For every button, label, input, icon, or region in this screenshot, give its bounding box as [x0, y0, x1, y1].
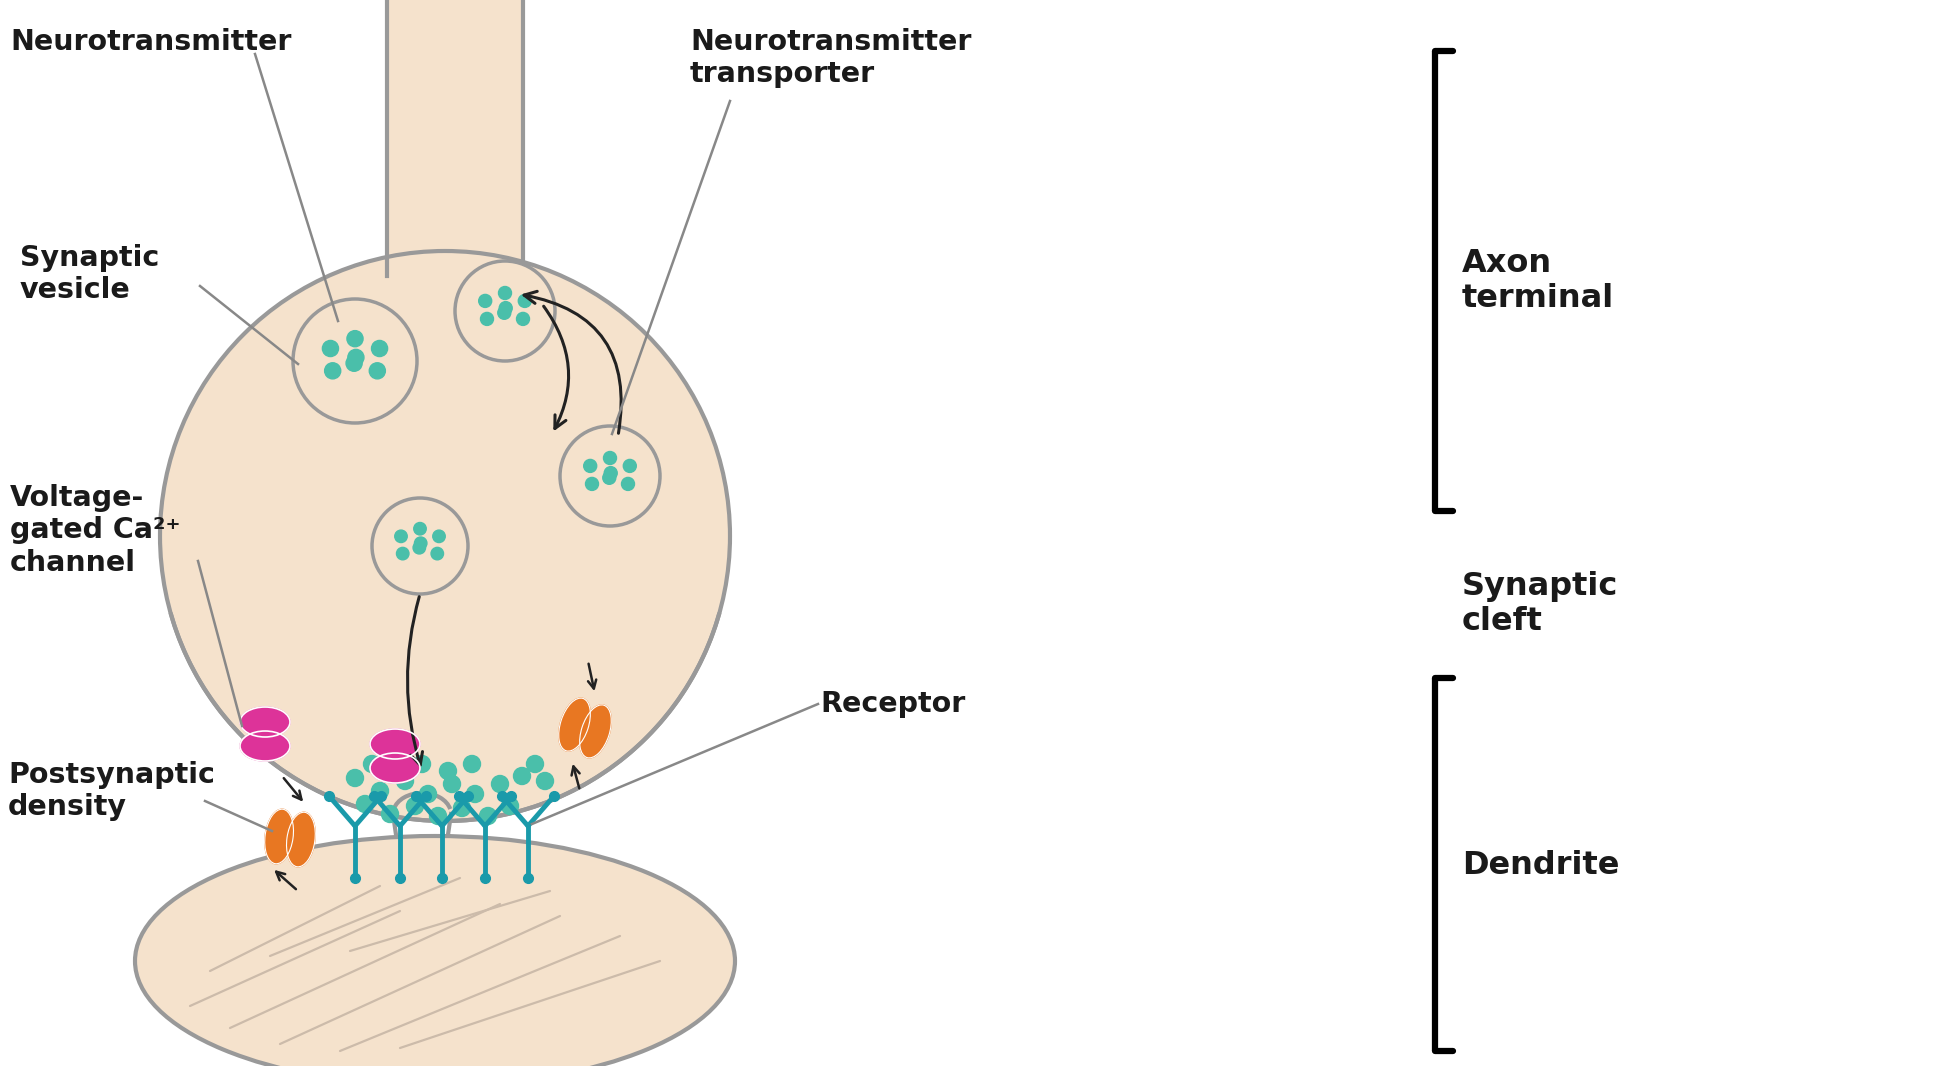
Ellipse shape	[265, 809, 294, 863]
Circle shape	[440, 762, 457, 779]
Ellipse shape	[240, 707, 291, 737]
Circle shape	[389, 762, 407, 779]
Text: Voltage-
gated Ca²⁺
channel: Voltage- gated Ca²⁺ channel	[10, 484, 180, 577]
Circle shape	[478, 294, 492, 307]
Circle shape	[372, 498, 469, 594]
Circle shape	[585, 478, 599, 490]
Circle shape	[397, 547, 409, 560]
Circle shape	[347, 355, 362, 371]
Circle shape	[480, 312, 494, 325]
Circle shape	[372, 340, 387, 356]
Circle shape	[292, 298, 416, 423]
Circle shape	[356, 795, 374, 812]
Circle shape	[537, 773, 554, 790]
Circle shape	[161, 251, 730, 821]
Circle shape	[583, 459, 597, 472]
FancyBboxPatch shape	[387, 0, 523, 276]
Ellipse shape	[370, 729, 420, 759]
Circle shape	[498, 306, 511, 320]
Ellipse shape	[240, 731, 291, 761]
Circle shape	[407, 797, 424, 814]
Circle shape	[444, 775, 461, 792]
Text: Dendrite: Dendrite	[1462, 851, 1619, 882]
Circle shape	[347, 330, 362, 346]
Text: Postsynaptic
density: Postsynaptic density	[8, 761, 215, 822]
Circle shape	[397, 773, 413, 790]
Circle shape	[467, 786, 484, 803]
Circle shape	[420, 786, 436, 803]
Circle shape	[395, 530, 407, 543]
Circle shape	[432, 530, 446, 543]
Circle shape	[500, 302, 511, 314]
Text: Receptor: Receptor	[819, 690, 965, 718]
Circle shape	[325, 362, 341, 378]
Ellipse shape	[370, 753, 420, 784]
Ellipse shape	[287, 812, 316, 867]
Circle shape	[480, 808, 496, 824]
Circle shape	[322, 340, 339, 356]
Circle shape	[370, 362, 385, 378]
Circle shape	[502, 797, 519, 814]
Circle shape	[602, 471, 616, 484]
Circle shape	[430, 808, 447, 824]
Ellipse shape	[136, 836, 734, 1066]
Circle shape	[382, 806, 399, 823]
Circle shape	[527, 756, 544, 773]
Circle shape	[415, 537, 426, 549]
Circle shape	[463, 756, 480, 773]
Text: Axon
terminal: Axon terminal	[1462, 247, 1614, 314]
Text: Synaptic
vesicle: Synaptic vesicle	[19, 244, 159, 305]
Circle shape	[498, 287, 511, 300]
Circle shape	[519, 294, 531, 307]
Circle shape	[624, 459, 635, 472]
Circle shape	[604, 467, 618, 480]
Circle shape	[517, 312, 529, 325]
Circle shape	[413, 542, 426, 554]
Circle shape	[492, 775, 509, 792]
Circle shape	[513, 768, 531, 785]
Circle shape	[453, 800, 471, 817]
Text: Synaptic
cleft: Synaptic cleft	[1462, 570, 1619, 637]
Circle shape	[413, 756, 430, 773]
Circle shape	[432, 547, 444, 560]
Ellipse shape	[558, 698, 591, 752]
Circle shape	[604, 452, 616, 465]
Circle shape	[560, 426, 661, 526]
Text: Neurotransmitter
transporter: Neurotransmitter transporter	[690, 28, 970, 88]
Circle shape	[455, 261, 556, 361]
Ellipse shape	[579, 705, 612, 758]
Circle shape	[349, 350, 364, 366]
Text: Neurotransmitter: Neurotransmitter	[10, 28, 291, 56]
Circle shape	[372, 782, 389, 800]
Circle shape	[415, 522, 426, 535]
Circle shape	[364, 756, 380, 773]
Circle shape	[347, 770, 364, 787]
Circle shape	[622, 478, 635, 490]
